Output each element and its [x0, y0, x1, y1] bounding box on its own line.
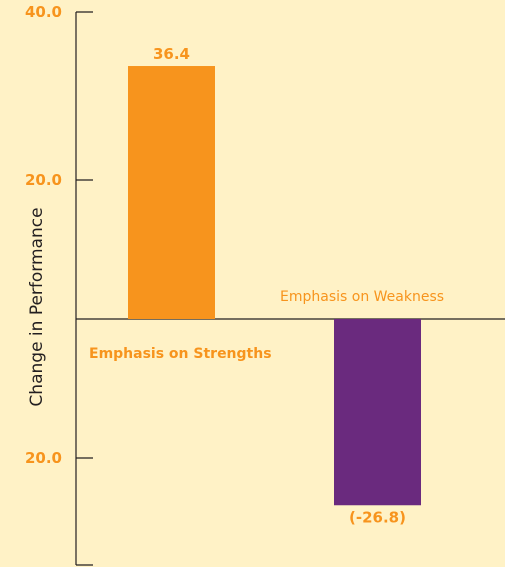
axes: 40.0 20.0 20.0: [25, 3, 505, 566]
bar-emphasis-on-weakness: [334, 319, 421, 506]
y-tick-label: 20.0: [25, 171, 62, 189]
y-tick-label: 20.0: [25, 449, 62, 467]
category-label-weakness: Emphasis on Weakness: [280, 289, 444, 305]
bar-emphasis-on-strengths: [128, 66, 215, 320]
y-axis-label: Change in Performance: [27, 207, 47, 406]
y-tick-label: 40.0: [25, 3, 62, 21]
bar-value-label: (-26.8): [349, 508, 406, 526]
category-label-strengths: Emphasis on Strengths: [89, 346, 272, 362]
bars: [128, 66, 421, 506]
bar-value-label: 36.4: [153, 45, 190, 63]
labels: 36.4 (-26.8) Emphasis on Strengths Emphasis…: [89, 45, 444, 526]
